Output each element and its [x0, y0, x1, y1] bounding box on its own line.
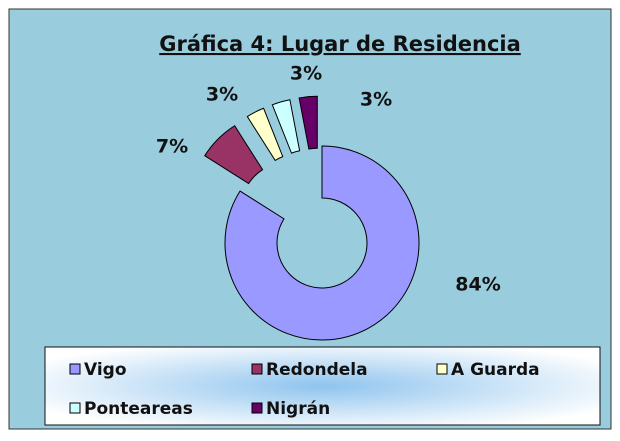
- slice: [246, 107, 284, 162]
- legend-label: Vigo: [84, 360, 127, 380]
- data-label: 3%: [360, 89, 392, 111]
- slice: [204, 125, 264, 185]
- data-label: 3%: [206, 84, 238, 106]
- legend-swatch: [251, 363, 263, 375]
- legend-label: Nigrán: [266, 399, 330, 419]
- slice: [271, 99, 301, 154]
- data-label: 3%: [290, 63, 322, 85]
- legend-label: Ponteareas: [84, 399, 193, 419]
- data-label: 7%: [156, 136, 188, 158]
- legend-label: Redondela: [266, 360, 368, 380]
- legend-swatch: [251, 402, 263, 414]
- legend-swatch: [69, 402, 81, 414]
- data-label: 84%: [455, 274, 500, 296]
- legend-label: A Guarda: [451, 360, 540, 380]
- legend: [44, 346, 601, 426]
- slice: [224, 145, 420, 341]
- slice: [298, 95, 318, 150]
- legend-swatch: [69, 363, 81, 375]
- chart-title: Gráfica 4: Lugar de Residencia: [159, 32, 521, 56]
- legend-swatch: [436, 363, 448, 375]
